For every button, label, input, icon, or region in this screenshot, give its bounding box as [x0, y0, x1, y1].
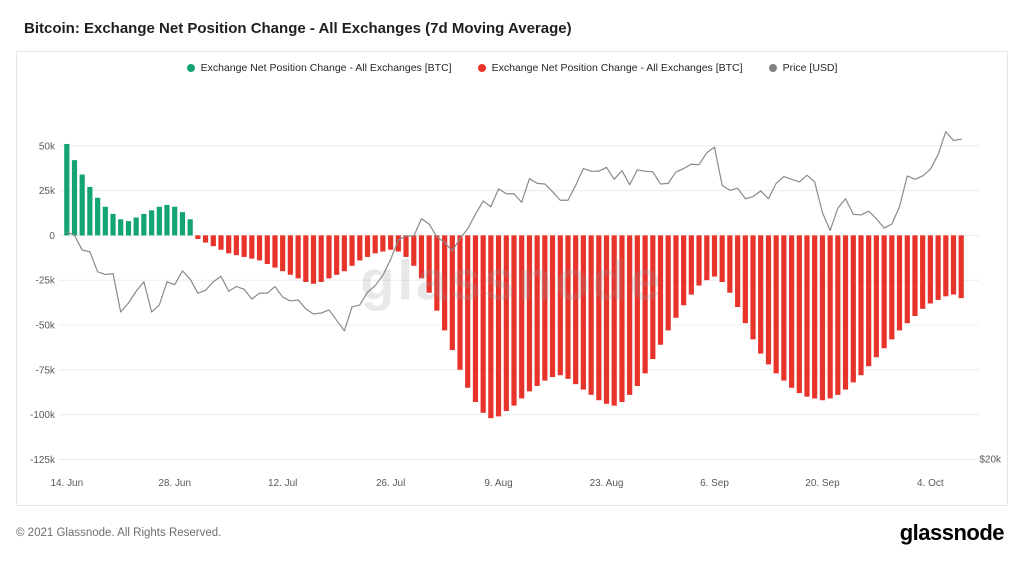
legend-label: Price [USD] [782, 62, 838, 74]
legend-dot-gray-icon [768, 64, 777, 72]
svg-text:14. Jun: 14. Jun [50, 478, 83, 489]
svg-text:9. Aug: 9. Aug [484, 478, 512, 489]
legend-dot-red-icon [477, 64, 486, 72]
svg-text:-125k: -125k [30, 455, 55, 466]
svg-text:$20k: $20k [979, 454, 1001, 465]
chart-card: Exchange Net Position Change - All Excha… [16, 51, 1008, 507]
svg-text:23. Aug: 23. Aug [590, 478, 624, 489]
legend-item-net-position-positive[interactable]: Exchange Net Position Change - All Excha… [186, 62, 452, 74]
legend-item-net-position-negative[interactable]: Exchange Net Position Change - All Excha… [477, 62, 743, 74]
svg-text:26. Jul: 26. Jul [376, 478, 405, 489]
svg-text:28. Jun: 28. Jun [158, 478, 191, 489]
svg-text:-50k: -50k [36, 321, 55, 332]
legend-label: Exchange Net Position Change - All Excha… [200, 62, 452, 74]
svg-text:6. Sep: 6. Sep [700, 478, 729, 489]
svg-text:12. Jul: 12. Jul [268, 478, 297, 489]
glassnode-logo[interactable]: glassnode [899, 520, 1005, 546]
svg-text:-75k: -75k [36, 365, 55, 376]
svg-text:25k: 25k [39, 186, 55, 197]
page-footer: © 2021 Glassnode. All Rights Reserved. g… [0, 506, 1024, 546]
copyright-text: © 2021 Glassnode. All Rights Reserved. [16, 527, 222, 540]
svg-text:0: 0 [49, 231, 55, 242]
legend-item-price[interactable]: Price [USD] [768, 62, 838, 74]
svg-text:4. Oct: 4. Oct [917, 478, 944, 489]
svg-text:-25k: -25k [36, 276, 55, 287]
chart-legend: Exchange Net Position Change - All Excha… [17, 52, 1007, 76]
page-title: Bitcoin: Exchange Net Position Change - … [24, 20, 572, 37]
svg-text:20. Sep: 20. Sep [805, 478, 840, 489]
net-position-change-chart[interactable]: 50k 25k 0 -25k -50k -75k -100k -125k glassnode 14… [17, 76, 1007, 505]
svg-text:-100k: -100k [30, 410, 55, 421]
legend-label: Exchange Net Position Change - All Excha… [491, 62, 743, 74]
svg-text:50k: 50k [39, 141, 55, 152]
svg-text:glassnode: glassnode [360, 249, 663, 312]
legend-dot-green-icon [186, 64, 195, 72]
